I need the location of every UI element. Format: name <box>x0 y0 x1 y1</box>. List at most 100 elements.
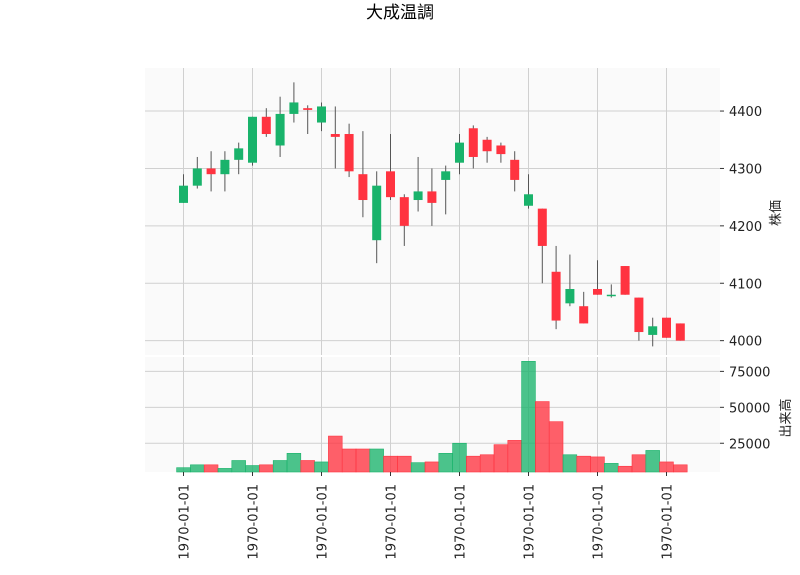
volume-bar <box>493 444 509 473</box>
candle-body <box>220 159 230 175</box>
chart-title: 大成温調 <box>366 3 434 23</box>
price-plot-area <box>145 68 720 355</box>
x-tick-label: 1970-01-01 <box>178 484 193 560</box>
candle-body <box>496 145 506 155</box>
candle-body <box>662 317 671 338</box>
volume-bar <box>245 465 260 473</box>
candle-body <box>482 139 492 152</box>
candle-body <box>386 171 395 198</box>
volume-bar <box>397 455 412 473</box>
candle-body <box>441 171 451 180</box>
volume-tick-label: 50000 <box>729 401 770 416</box>
volume-bar <box>452 442 467 473</box>
candle-body <box>344 134 354 172</box>
candle-body <box>372 185 382 241</box>
volume-bar <box>590 456 605 473</box>
volume-bar <box>479 454 495 473</box>
volume-bar <box>300 460 315 473</box>
x-tick-label: 1970-01-01 <box>316 484 331 560</box>
candle-body <box>413 191 423 201</box>
price-panel: 4000 4100 4200 4300 4400 <box>145 68 762 355</box>
candle-body <box>620 266 630 295</box>
volume-bar <box>507 440 522 473</box>
volume-tick-label: 25000 <box>729 437 770 452</box>
volume-bar <box>438 453 453 473</box>
x-tick-label: 1970-01-01 <box>247 484 262 560</box>
x-tick-label: 1970-01-01 <box>592 484 607 560</box>
volume-plot-area <box>145 357 720 472</box>
candle-body <box>648 326 658 335</box>
candle-body <box>468 128 478 157</box>
candle-body <box>303 108 313 110</box>
candle-body <box>289 102 299 114</box>
volume-panel: 25000 50000 75000 <box>145 357 770 473</box>
volume-bar <box>548 421 564 473</box>
volume-axis-label: 出来高 <box>778 398 794 437</box>
candle-body <box>537 208 547 246</box>
volume-bar <box>383 455 398 473</box>
volume-bar <box>259 464 274 473</box>
volume-bar <box>410 462 426 473</box>
volume-bar <box>576 455 591 473</box>
candle-body <box>206 168 216 175</box>
x-tick-label: 1970-01-01 <box>385 484 400 560</box>
candle-body <box>675 323 685 341</box>
candle-body <box>399 197 409 226</box>
x-tick-label: 1970-01-01 <box>661 484 676 560</box>
candle-body <box>317 106 326 123</box>
volume-bar <box>424 461 440 473</box>
price-tick-label: 4100 <box>729 277 762 292</box>
candle-body <box>358 174 368 201</box>
price-tick-label: 4300 <box>729 162 762 177</box>
volume-bar <box>286 453 302 473</box>
volume-bar <box>355 448 371 473</box>
volume-bar <box>659 461 674 473</box>
volume-bar <box>231 460 246 473</box>
price-tick-label: 4000 <box>729 335 762 350</box>
candle-body <box>524 194 533 206</box>
volume-bar <box>369 448 384 473</box>
candle-body <box>330 134 340 137</box>
candle-body <box>593 288 602 295</box>
volume-bar <box>203 464 219 473</box>
price-tick-label: 4200 <box>729 220 762 235</box>
candle-body <box>179 185 188 203</box>
candle-body <box>565 288 575 304</box>
volume-bar <box>314 461 329 473</box>
candle-body <box>510 159 520 180</box>
candle-body <box>192 168 202 186</box>
candle-body <box>551 271 561 321</box>
candle-body <box>634 297 644 333</box>
volume-bar <box>645 450 660 473</box>
candle-body <box>261 116 271 135</box>
candle-body <box>606 294 616 297</box>
volume-bar <box>521 361 536 473</box>
volume-bar <box>604 463 619 473</box>
x-tick-label: 1970-01-01 <box>523 484 538 560</box>
candle-body <box>455 142 464 163</box>
candle-body <box>234 148 244 160</box>
price-tick-label: 4400 <box>729 105 762 120</box>
volume-bar <box>217 468 233 473</box>
volume-bar <box>466 455 481 473</box>
volume-tick-label: 75000 <box>729 365 770 380</box>
volume-bar <box>272 460 288 473</box>
candle-body <box>275 113 285 146</box>
volume-bar <box>341 448 357 473</box>
volume-bar <box>176 467 191 473</box>
volume-bar <box>617 465 633 473</box>
volume-bar <box>328 435 343 473</box>
candle-body <box>248 116 257 163</box>
volume-bar <box>562 454 578 473</box>
candle-body <box>427 191 437 203</box>
price-axis-label: 株価 <box>769 200 784 226</box>
volume-bar <box>535 401 550 473</box>
x-tick-label: 1970-01-01 <box>454 484 469 560</box>
volume-bar <box>673 464 688 473</box>
volume-bar <box>190 464 205 473</box>
x-axis: 1970-01-01 1970-01-01 1970-01-01 1970-01-01… <box>178 472 676 560</box>
candle-body <box>579 306 589 324</box>
volume-bar <box>631 454 647 473</box>
